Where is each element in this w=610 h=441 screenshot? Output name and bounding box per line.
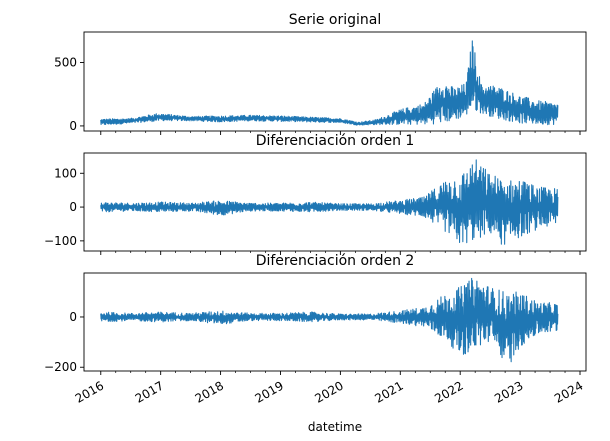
x-tick-label: 2022 [432,378,465,405]
panel-title: Diferenciación orden 1 [256,133,415,149]
series-line-panel-2 [100,159,559,245]
x-tick-label: 2016 [73,378,106,405]
x-tick-label: 2017 [133,378,166,405]
panel-title: Diferenciación orden 2 [256,253,415,269]
x-tick-label: 2020 [312,378,345,405]
series-line-panel-3 [100,277,559,363]
y-tick-label: 0 [69,119,77,133]
panel-title: Serie original [289,12,382,28]
y-tick-label: −200 [44,360,77,374]
axis-frame [83,31,587,132]
panel-diferenciacion-orden-2: −200 0 2016 2017 2018 2019 2020 2021 2022 2023 202… [44,253,587,434]
y-tick-label: −100 [44,234,77,248]
series-line-panel-1 [100,40,559,126]
x-tick-label: 2018 [193,378,226,405]
x-tick-label: 2024 [552,378,585,405]
panel-diferenciacion-orden-1: −100 0 100 Diferenciación orden 1 [44,133,587,255]
y-tick-label: 100 [54,166,77,180]
x-tick-label: 2023 [492,378,525,405]
axis-frame [83,272,587,372]
x-axis-label: datetime [308,420,362,434]
y-tick-label: 500 [54,55,77,69]
x-tick-label: 2019 [253,378,286,405]
y-tick-label: 0 [69,200,77,214]
x-tick-label: 2021 [372,378,405,405]
y-tick-label: 0 [69,310,77,324]
axis-frame [83,152,587,252]
panel-serie-original: 0 500 Serie original [54,12,587,135]
